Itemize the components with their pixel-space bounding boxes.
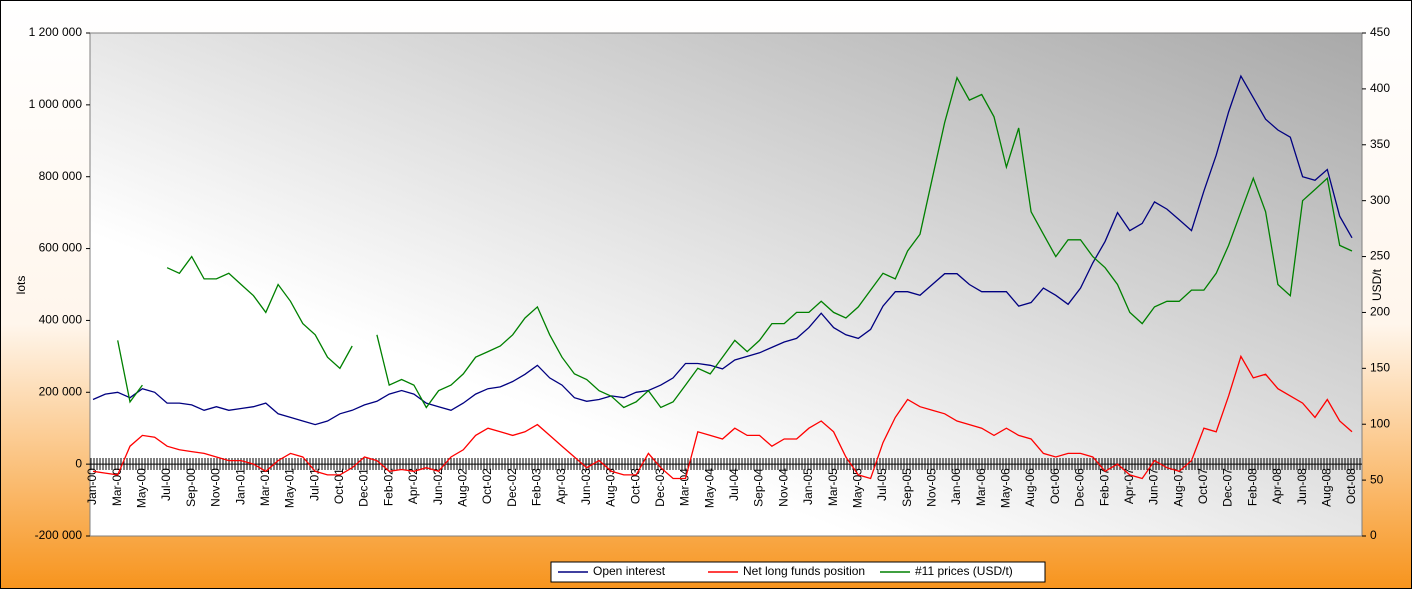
x-tick-label: Jun-02: [431, 468, 445, 505]
x-tick-label: Nov-00: [209, 468, 223, 507]
x-tick-label: Jan-06: [949, 468, 963, 505]
legend-label: Open interest: [593, 564, 666, 578]
x-tick-label: Oct-07: [1196, 468, 1210, 504]
y2-tick-label: 450: [1370, 25, 1390, 39]
x-tick-label: Dec-03: [653, 468, 667, 507]
x-tick-label: May-00: [135, 468, 149, 508]
y2-axis-title: USD/t: [1370, 268, 1384, 301]
y2-tick-label: 350: [1370, 137, 1390, 151]
legend-label: #11 prices (USD/t): [915, 564, 1013, 578]
x-tick-label: Aug-02: [455, 468, 469, 507]
x-tick-label: Dec-01: [357, 468, 371, 507]
x-tick-label: Mar-04: [678, 468, 692, 506]
y-tick-label: 400 000: [39, 313, 83, 327]
y2-tick-label: 50: [1370, 472, 1384, 486]
x-tick-label: Feb-03: [530, 468, 544, 506]
y2-tick-label: 400: [1370, 81, 1390, 95]
y-tick-label: 1 000 000: [29, 97, 83, 111]
x-tick-label: Jul-04: [727, 468, 741, 501]
x-tick-label: May-04: [702, 468, 716, 508]
legend: [550, 561, 1046, 583]
x-tick-label: Mar-05: [826, 468, 840, 506]
x-tick-label: Oct-08: [1344, 468, 1358, 504]
x-tick-label: Mar-01: [258, 468, 272, 506]
x-tick-label: Apr-03: [554, 468, 568, 504]
x-tick-label: Oct-01: [332, 468, 346, 504]
x-tick-label: Jan-01: [233, 468, 247, 505]
x-tick-label: Feb-08: [1245, 468, 1259, 506]
x-tick-label: Jul-01: [307, 468, 321, 501]
x-tick-label: Nov-05: [925, 468, 939, 507]
x-tick-label: Apr-02: [406, 468, 420, 504]
x-tick-label: Sep-05: [900, 468, 914, 507]
plot-area: [89, 32, 1363, 537]
x-tick-label: Dec-06: [1073, 468, 1087, 507]
x-tick-label: Jan-00: [85, 468, 99, 505]
x-tick-label: Aug-06: [1023, 468, 1037, 507]
x-tick-label: Nov-04: [776, 468, 790, 507]
series-line: [117, 75, 1353, 409]
y2-tick-label: 150: [1370, 361, 1390, 375]
x-tick-label: Feb-02: [381, 468, 395, 506]
x-tick-label: Jul-05: [875, 468, 889, 501]
y-axis-title: lots: [14, 276, 28, 295]
legend-label: Net long funds position: [743, 564, 865, 578]
x-tick-label: Jul-00: [159, 468, 173, 501]
series-line: [92, 354, 1353, 480]
x-tick-label: Aug-08: [1319, 468, 1333, 507]
x-tick-label: Jun-08: [1295, 468, 1309, 505]
x-tick-label: Aug-03: [604, 468, 618, 507]
x-tick-label: Mar-00: [110, 468, 124, 506]
x-tick-label: Jun-07: [1147, 468, 1161, 505]
y-tick-label: -200 000: [35, 528, 83, 542]
x-tick-label: Jan-05: [801, 468, 815, 505]
x-tick-label: May-05: [850, 468, 864, 508]
x-tick-label: Oct-02: [480, 468, 494, 504]
series-line: [92, 74, 1353, 426]
y2-tick-label: 200: [1370, 305, 1390, 319]
y-tick-label: 800 000: [39, 169, 83, 183]
x-tick-label: Dec-07: [1221, 468, 1235, 507]
y-tick-label: 0: [75, 456, 82, 470]
y2-tick-label: 250: [1370, 249, 1390, 263]
x-tick-label: Sep-04: [752, 468, 766, 507]
x-tick-label: Aug-07: [1171, 468, 1185, 507]
y2-tick-label: 0: [1370, 528, 1377, 542]
x-tick-label: Oct-06: [1048, 468, 1062, 504]
x-tick-label: Jun-03: [579, 468, 593, 505]
x-tick-label: May-06: [999, 468, 1013, 508]
x-tick-label: May-01: [283, 468, 297, 508]
x-tick-label: Oct-03: [628, 468, 642, 504]
y-tick-label: 600 000: [39, 241, 83, 255]
x-tick-label: Sep-00: [184, 468, 198, 507]
x-tick-label: Mar-06: [974, 468, 988, 506]
y-tick-label: 1 200 000: [29, 25, 83, 39]
x-tick-label: Feb-07: [1097, 468, 1111, 506]
y-tick-label: 200 000: [39, 384, 83, 398]
x-tick-label: Apr-08: [1270, 468, 1284, 504]
x-tick-label: Apr-07: [1122, 468, 1136, 504]
y2-tick-label: 300: [1370, 193, 1390, 207]
x-tick-label: Dec-02: [505, 468, 519, 507]
y2-tick-label: 100: [1370, 416, 1390, 430]
